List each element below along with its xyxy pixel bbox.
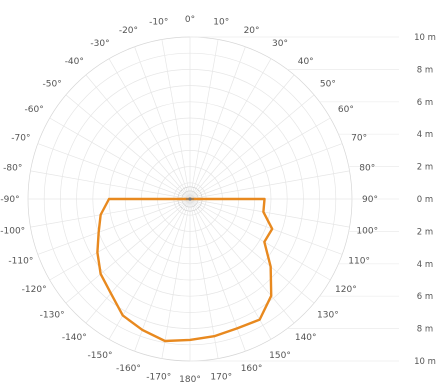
angle-tick-label: -20° — [119, 26, 138, 36]
grid-spoke — [134, 46, 191, 200]
distance-tick-label: 2 m — [417, 227, 433, 237]
distance-tick-label: 4 m — [417, 260, 433, 270]
grid-spoke — [189, 198, 219, 359]
grid-spoke — [189, 198, 315, 304]
grid-spoke — [189, 198, 350, 228]
angle-tick-label: 100° — [356, 226, 378, 236]
grid-spoke — [189, 198, 295, 324]
grid-spoke — [189, 46, 246, 200]
angle-tick-label: 70° — [351, 133, 367, 143]
distance-tick-label: 8 m — [417, 325, 433, 335]
angle-tick-label: 80° — [359, 164, 375, 174]
grid-spoke — [189, 74, 295, 200]
distance-tick-label: 4 m — [417, 130, 433, 140]
angle-tick-label: 180° — [179, 375, 201, 383]
angle-tick-label: -120° — [22, 285, 47, 295]
angle-tick-label: -80° — [3, 164, 22, 174]
angle-tick-label: 130° — [317, 311, 339, 321]
grid-spoke — [108, 58, 191, 200]
angle-tick-label: -70° — [11, 133, 30, 143]
angle-tick-label: 50° — [320, 79, 336, 89]
grid-spoke — [49, 117, 191, 200]
angle-tick-label: -60° — [25, 105, 44, 115]
angle-tick-label: 120° — [335, 285, 357, 295]
distance-labels: 10 m 8 m 6 m 4 m 2 m 0 m 2 m 4 m 6 m 8 m 10 m — [414, 33, 436, 367]
grid-spoke — [189, 198, 343, 255]
distance-tick-label: 10 m — [414, 357, 436, 367]
angle-tick-label: -90° — [0, 195, 19, 205]
angle-tick-label: 0° — [185, 15, 195, 25]
grid-spoke — [49, 198, 191, 281]
grid-spoke — [189, 198, 272, 340]
grid-spoke — [37, 143, 191, 200]
grid-spoke — [189, 170, 350, 200]
angle-tick-label: -40° — [65, 57, 84, 67]
grid-spoke — [30, 170, 191, 200]
distance-rules — [190, 36, 399, 362]
angle-tick-label: -140° — [62, 333, 87, 343]
distance-tick-label: 0 m — [417, 195, 433, 205]
distance-tick-label: 8 m — [417, 65, 433, 75]
grid-spoke — [189, 58, 272, 200]
grid-spoke — [189, 94, 315, 200]
grid-spoke — [65, 198, 191, 304]
grid-spoke — [189, 117, 331, 200]
grid-spoke — [161, 198, 191, 359]
angle-tick-label: -150° — [88, 351, 113, 361]
grid-spoke — [85, 198, 191, 324]
angle-tick-label: 160° — [241, 364, 263, 374]
grid-spoke — [37, 198, 191, 255]
angular-grid — [28, 37, 352, 361]
angle-tick-label: 110° — [348, 257, 370, 267]
distance-tick-label: 6 m — [417, 98, 433, 108]
angle-tick-label: 20° — [244, 26, 260, 36]
grid-spoke — [161, 39, 191, 200]
distance-tick-label: 10 m — [414, 33, 436, 43]
angle-tick-label: 90° — [362, 195, 378, 205]
angle-tick-label: -50° — [43, 79, 62, 89]
angle-tick-label: -10° — [149, 18, 168, 28]
grid-spoke — [65, 94, 191, 200]
center-dot — [188, 197, 192, 201]
distance-tick-label: 6 m — [417, 292, 433, 302]
grid-spoke — [85, 74, 191, 200]
distance-tick-label: 2 m — [417, 163, 433, 173]
grid-spoke — [189, 143, 343, 200]
angle-tick-label: 140° — [295, 333, 317, 343]
series-layer — [96, 197, 274, 343]
angle-tick-label: 170° — [210, 372, 232, 382]
angle-tick-label: 60° — [338, 105, 354, 115]
angle-tick-label: -130° — [40, 311, 65, 321]
angle-tick-label: -170° — [146, 372, 171, 382]
angle-labels: 0° 10° 20° 30° 40° 50° 60° 70° 80° 90° 100° 110° 120… — [0, 15, 378, 383]
angle-tick-label: 150° — [269, 351, 291, 361]
angle-tick-label: 40° — [298, 57, 314, 67]
angle-tick-label: -160° — [116, 364, 141, 374]
angle-tick-label: -100° — [0, 226, 25, 236]
grid-spoke — [189, 198, 331, 281]
angle-tick-label: 10° — [213, 18, 229, 28]
grid-spoke — [30, 198, 191, 228]
center-marker — [186, 197, 194, 201]
angle-tick-label: -30° — [90, 39, 109, 49]
angle-tick-label: 30° — [272, 39, 288, 49]
grid-spoke — [134, 198, 191, 352]
grid-spoke — [189, 39, 219, 200]
angle-tick-label: -110° — [8, 257, 33, 267]
grid-spoke — [189, 198, 246, 352]
